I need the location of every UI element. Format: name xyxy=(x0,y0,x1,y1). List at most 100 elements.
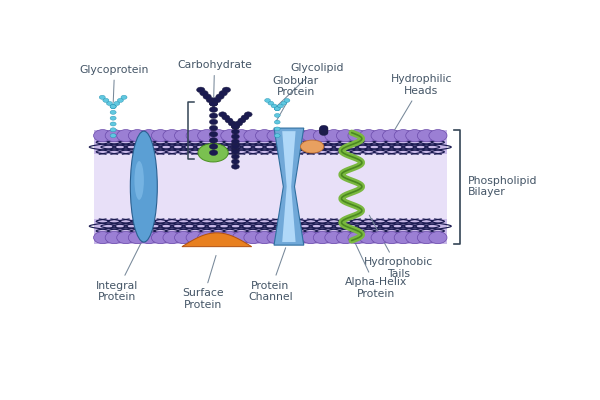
Circle shape xyxy=(290,232,308,244)
Circle shape xyxy=(209,101,218,106)
Circle shape xyxy=(320,129,328,135)
Circle shape xyxy=(94,130,112,142)
Circle shape xyxy=(209,125,218,131)
Text: Alpha-Helix
Protein: Alpha-Helix Protein xyxy=(345,243,407,299)
Text: Hydrophobic
Tails: Hydrophobic Tails xyxy=(364,215,433,279)
Circle shape xyxy=(117,232,135,244)
Circle shape xyxy=(105,232,123,244)
Circle shape xyxy=(320,125,328,131)
Circle shape xyxy=(418,232,436,244)
Circle shape xyxy=(371,232,389,244)
Circle shape xyxy=(274,114,280,117)
Circle shape xyxy=(232,154,239,159)
Circle shape xyxy=(151,130,170,142)
Circle shape xyxy=(265,98,271,102)
Circle shape xyxy=(268,101,274,105)
Circle shape xyxy=(203,94,211,100)
Circle shape xyxy=(290,130,308,142)
Circle shape xyxy=(232,134,239,139)
Circle shape xyxy=(209,101,218,106)
Circle shape xyxy=(225,118,233,123)
Ellipse shape xyxy=(198,144,228,162)
Circle shape xyxy=(110,104,116,108)
Circle shape xyxy=(175,130,193,142)
Circle shape xyxy=(209,138,218,143)
Circle shape xyxy=(320,128,328,134)
Polygon shape xyxy=(274,128,304,245)
Polygon shape xyxy=(94,154,447,219)
Circle shape xyxy=(394,232,412,244)
Text: Hydrophilic
Heads: Hydrophilic Heads xyxy=(391,74,452,133)
Circle shape xyxy=(429,232,447,244)
Circle shape xyxy=(406,130,424,142)
Circle shape xyxy=(110,122,116,126)
Circle shape xyxy=(209,150,218,156)
Circle shape xyxy=(267,130,285,142)
Circle shape xyxy=(209,232,227,244)
Circle shape xyxy=(278,104,283,108)
Circle shape xyxy=(284,98,290,102)
Circle shape xyxy=(232,130,250,142)
Text: Glycolipid: Glycolipid xyxy=(277,63,344,106)
Circle shape xyxy=(216,94,224,100)
Circle shape xyxy=(222,115,230,120)
Circle shape xyxy=(94,232,112,244)
Circle shape xyxy=(206,97,215,103)
Circle shape xyxy=(256,130,274,142)
Circle shape xyxy=(222,87,230,93)
Ellipse shape xyxy=(301,140,324,153)
Circle shape xyxy=(232,139,239,144)
Circle shape xyxy=(110,110,116,114)
Circle shape xyxy=(219,90,227,96)
Circle shape xyxy=(110,116,116,120)
Text: Globular
Protein: Globular Protein xyxy=(273,76,319,121)
Circle shape xyxy=(232,124,239,129)
Circle shape xyxy=(110,134,116,138)
Circle shape xyxy=(106,102,113,106)
Circle shape xyxy=(320,127,328,132)
Circle shape xyxy=(359,130,377,142)
Circle shape xyxy=(209,144,218,149)
Circle shape xyxy=(274,107,280,110)
Polygon shape xyxy=(94,130,447,244)
Circle shape xyxy=(325,232,343,244)
Polygon shape xyxy=(182,233,252,247)
Text: Carbohydrate: Carbohydrate xyxy=(177,60,252,101)
Circle shape xyxy=(383,130,401,142)
Circle shape xyxy=(337,232,355,244)
Circle shape xyxy=(110,104,116,108)
Circle shape xyxy=(212,97,221,103)
Circle shape xyxy=(197,87,205,93)
Circle shape xyxy=(163,130,181,142)
Circle shape xyxy=(103,98,109,102)
Circle shape xyxy=(394,130,412,142)
Circle shape xyxy=(337,130,355,142)
Text: Integral
Protein: Integral Protein xyxy=(96,240,143,302)
Circle shape xyxy=(110,128,116,132)
Circle shape xyxy=(175,232,193,244)
Circle shape xyxy=(278,232,297,244)
Circle shape xyxy=(105,130,123,142)
Circle shape xyxy=(209,113,218,118)
Circle shape xyxy=(221,232,239,244)
Circle shape xyxy=(274,127,280,131)
Circle shape xyxy=(274,107,280,110)
Circle shape xyxy=(235,121,242,126)
Circle shape xyxy=(274,134,280,138)
Circle shape xyxy=(429,130,447,142)
Circle shape xyxy=(371,130,389,142)
Circle shape xyxy=(348,232,366,244)
Circle shape xyxy=(197,130,216,142)
Circle shape xyxy=(218,112,227,117)
Circle shape xyxy=(256,232,274,244)
Circle shape xyxy=(140,130,158,142)
Circle shape xyxy=(302,130,320,142)
Circle shape xyxy=(232,129,239,134)
Circle shape xyxy=(186,232,204,244)
Ellipse shape xyxy=(130,131,157,242)
Circle shape xyxy=(232,149,239,154)
Circle shape xyxy=(110,104,116,108)
Circle shape xyxy=(209,107,218,112)
Circle shape xyxy=(244,130,262,142)
Circle shape xyxy=(244,232,262,244)
